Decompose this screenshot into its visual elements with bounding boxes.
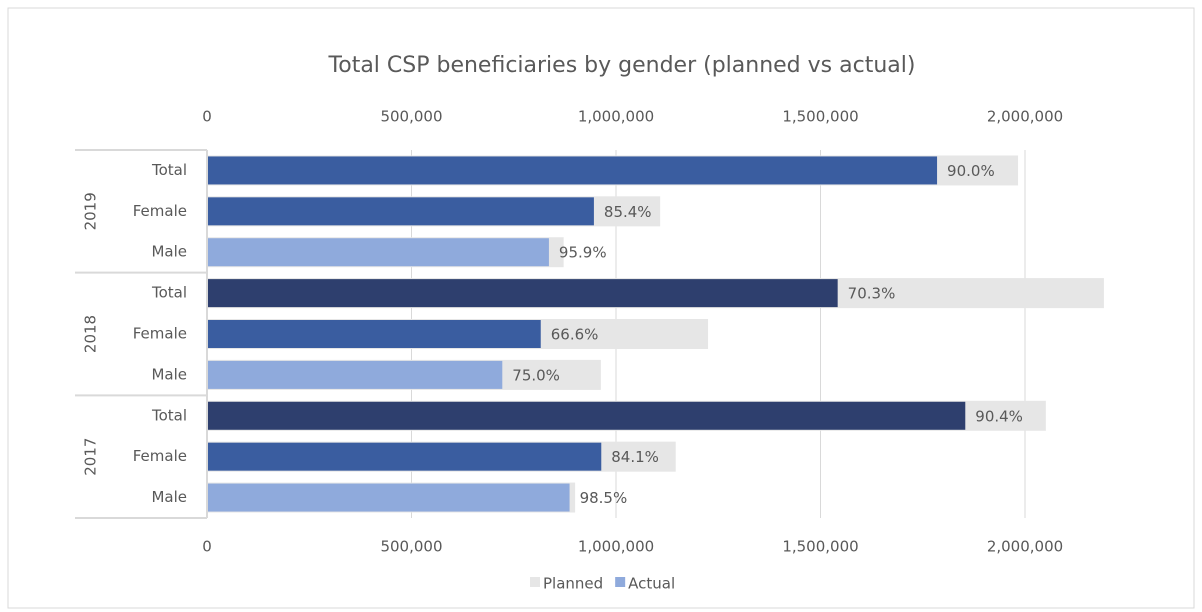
x-tick-label-top: 500,000 <box>380 108 442 126</box>
legend-label: Planned <box>543 575 603 593</box>
value-label: 84.1% <box>611 448 659 466</box>
actual-bar <box>207 483 570 512</box>
value-label: 66.6% <box>551 326 599 344</box>
actual-bar <box>207 279 838 308</box>
x-tick-label-bottom: 0 <box>202 538 212 556</box>
category-label: Female <box>133 202 187 220</box>
value-label: 98.5% <box>580 489 628 507</box>
x-tick-label-bottom: 2,000,000 <box>987 538 1063 556</box>
value-label: 70.3% <box>848 285 896 303</box>
actual-bar <box>207 156 938 185</box>
actual-bar <box>207 197 594 226</box>
x-tick-label-top: 1,000,000 <box>578 108 654 126</box>
x-tick-label-top: 2,000,000 <box>987 108 1063 126</box>
category-label: Total <box>151 161 187 179</box>
actual-bar <box>207 238 549 267</box>
category-label: Male <box>151 488 187 506</box>
legend-label: Actual <box>628 575 675 593</box>
value-label: 90.4% <box>975 407 1023 425</box>
value-label: 95.9% <box>559 244 607 262</box>
group-label: 2018 <box>82 315 100 353</box>
value-label: 90.0% <box>947 162 995 180</box>
category-label: Male <box>151 243 187 261</box>
x-tick-label-bottom: 500,000 <box>380 538 442 556</box>
chart-title: Total CSP beneficiaries by gender (plann… <box>328 53 916 78</box>
actual-bar <box>207 320 541 348</box>
value-label: 85.4% <box>604 203 652 221</box>
group-label: 2019 <box>82 192 100 230</box>
category-label: Total <box>151 406 187 424</box>
actual-bar <box>207 360 503 389</box>
legend-swatch <box>530 577 540 587</box>
x-tick-label-bottom: 1,000,000 <box>578 538 654 556</box>
x-tick-label-top: 0 <box>202 108 212 126</box>
category-label: Female <box>133 325 187 343</box>
category-label: Female <box>133 447 187 465</box>
actual-bar <box>207 442 602 471</box>
x-tick-label-bottom: 1,500,000 <box>782 538 858 556</box>
group-label: 2017 <box>82 438 100 476</box>
actual-bar <box>207 401 966 430</box>
category-label: Male <box>151 365 187 383</box>
category-label: Total <box>151 284 187 302</box>
legend-swatch <box>615 577 626 587</box>
value-label: 75.0% <box>512 366 560 384</box>
x-tick-label-top: 1,500,000 <box>782 108 858 126</box>
